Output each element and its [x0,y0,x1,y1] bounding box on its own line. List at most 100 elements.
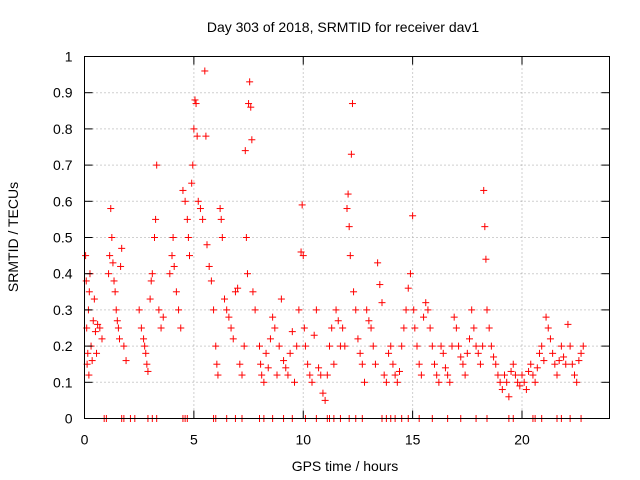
data-point [216,205,224,213]
data-point [450,313,458,321]
data-point [411,324,419,332]
data-point [179,186,187,194]
y-tick-label: 0.8 [53,121,73,137]
data-point [525,367,533,375]
data-point [246,78,254,86]
data-point [571,371,578,379]
data-point [275,342,283,350]
ticks [84,56,610,419]
data-point [300,324,308,332]
data-point [328,324,336,332]
data-point [225,313,233,321]
data-point [380,371,388,379]
data-point [538,342,546,350]
data-point [188,179,196,187]
data-point [229,335,237,343]
data-point [437,342,445,350]
data-point [546,335,554,343]
data-point [140,335,148,343]
data-point [286,349,294,357]
data-point [199,215,207,223]
data-point [474,349,482,357]
data-point [118,244,126,252]
data-point [402,306,410,314]
data-point [330,360,338,368]
data-point [410,306,418,314]
data-point [238,371,246,379]
data-point [334,317,342,325]
y-tick-labels: 0 0.1 0.2 0.3 0.4 0.5 0.6 0.7 0.8 0.9 1 [53,49,73,427]
data-point [240,342,248,350]
data-point [89,317,97,325]
y-tick-label: 0.3 [53,302,73,318]
data-point [266,335,274,343]
data-point [251,306,259,314]
data-point [231,288,239,296]
data-point [503,378,511,386]
data-point [509,360,517,368]
data-point [354,335,362,343]
data-point [398,342,406,350]
data-point [98,335,106,343]
data-point [106,252,114,260]
data-point [393,378,401,386]
data-point [466,335,473,343]
data-point [192,100,200,108]
data-point [135,306,143,314]
data-point [568,360,576,368]
data-point [82,252,90,260]
data-point [485,324,493,332]
data-point [363,306,371,314]
y-tick-label: 0.1 [53,374,73,390]
data-point [207,277,215,285]
data-point [137,324,145,332]
data-point [258,371,266,379]
data-point [470,324,478,332]
data-point [396,367,403,375]
data-point [249,288,257,296]
data-point [218,234,226,241]
x-tick-label: 20 [514,432,530,448]
data-point [518,371,526,379]
data-point [352,306,360,314]
data-point [157,324,165,332]
data-point [446,378,454,386]
data-point [175,306,183,314]
data-point [248,136,256,144]
data-point [542,313,550,321]
data-point [557,342,565,350]
data-point [511,371,519,379]
data-point [107,205,115,213]
data-point [387,342,395,350]
data-point [166,270,174,278]
data-point [531,378,539,386]
data-point [444,371,452,379]
data-point [196,205,204,213]
data-point [522,386,530,394]
data-point [293,342,301,350]
data-point [350,288,358,296]
data-point [301,342,309,350]
data-point [496,378,504,386]
data-point [347,150,355,158]
data-point [551,360,559,368]
data-point [141,342,149,350]
data-point [308,378,316,386]
y-tick-label: 0.5 [53,230,73,246]
data-point [113,317,121,325]
data-point [159,313,167,321]
data-point [382,378,390,386]
data-point [105,270,113,278]
data-point [295,306,303,314]
data-point [153,161,161,169]
data-point [376,281,384,289]
data-point [540,357,548,365]
data-point [85,288,93,296]
data-point [549,349,557,357]
data-point [566,342,574,350]
data-point [243,270,251,278]
data-point [223,306,231,314]
data-point [579,342,587,350]
data-point [417,371,425,379]
data-point [177,324,185,332]
